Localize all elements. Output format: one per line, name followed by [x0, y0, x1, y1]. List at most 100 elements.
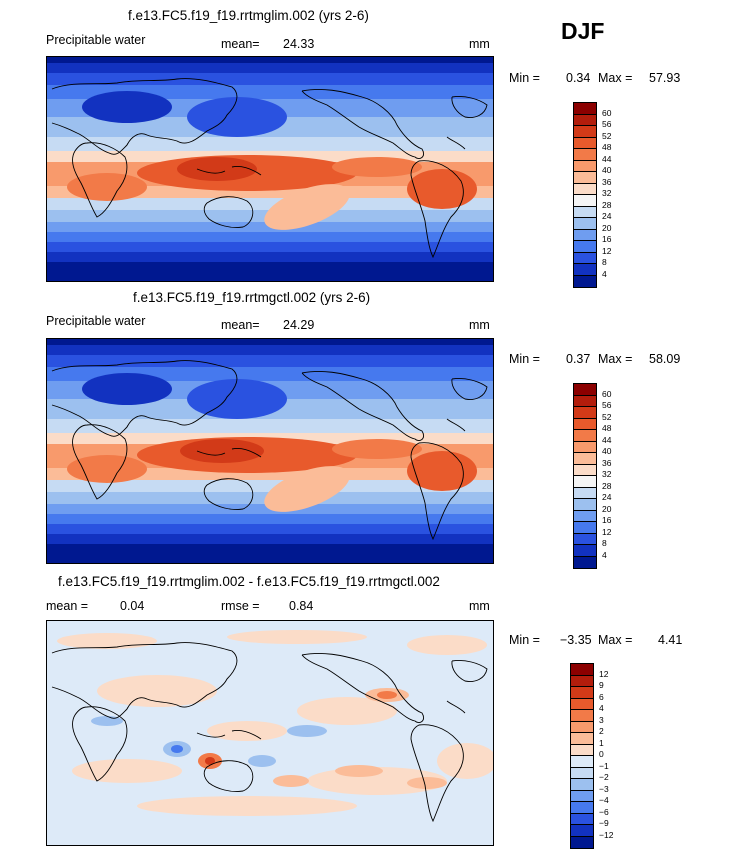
colorbar-box: [571, 744, 593, 756]
colorbar-box: [574, 229, 596, 241]
colorbar-box: [571, 721, 593, 733]
colorbar-label: 48: [602, 423, 612, 433]
colorbar-label: 32: [602, 469, 612, 479]
colorbar-box: [571, 710, 593, 722]
colorbar-box: [574, 487, 596, 499]
panel-middle-title: f.e13.FC5.f19_f19.rrtmgctl.002 (yrs 2-6): [133, 290, 371, 305]
season-label: DJF: [561, 18, 605, 44]
colorbar-label: 52: [602, 130, 612, 141]
colorbar-label: 44: [602, 434, 612, 445]
colorbar-label: 6: [599, 691, 604, 702]
colorbar-label: 4: [599, 703, 604, 713]
panel-bottom-min-value: −3.35: [560, 633, 592, 647]
colorbar-box: [571, 825, 593, 837]
colorbar-label: 12: [602, 526, 612, 537]
colorbar-label: 3: [599, 714, 604, 725]
colorbar-label: 8: [602, 257, 607, 267]
panel-bottom-rmse-value: 0.84: [289, 599, 314, 613]
panel-bottom-max-value: 4.41: [658, 633, 683, 647]
panel-middle-map-svg: [47, 339, 493, 563]
panel-bottom-mean-label: mean =: [46, 599, 89, 613]
colorbar-box: [571, 698, 593, 710]
panel-top-title: f.e13.FC5.f19_f19.rrtmglim.002 (yrs 2-6): [128, 8, 369, 23]
panel-top-map: [46, 56, 494, 282]
panel-middle-variable: Precipitable water: [46, 314, 146, 328]
colorbar-label: −6: [599, 806, 609, 817]
colorbar-label: 4: [602, 549, 607, 560]
colorbar-label: 36: [602, 176, 612, 187]
panel-middle-max-label: Max =: [598, 352, 633, 366]
colorbar-label: 48: [602, 142, 612, 152]
colorbar-label: 36: [602, 457, 612, 468]
panel-top-colorbar: [573, 102, 597, 288]
colorbar-box: [574, 264, 596, 276]
colorbar-box: [571, 687, 593, 699]
colorbar-box: [574, 218, 596, 230]
colorbar-label: 56: [602, 119, 612, 129]
colorbar-label: 52: [602, 411, 612, 422]
colorbar-box: [571, 779, 593, 791]
colorbar-box: [574, 195, 596, 207]
colorbar-box: [574, 252, 596, 264]
panel-top-max-value: 57.93: [649, 71, 681, 85]
colorbar-label: 4: [602, 268, 607, 279]
panel-top-min-label: Min =: [509, 71, 540, 85]
colorbar-box: [574, 441, 596, 453]
panel-bottom-units: mm: [469, 599, 490, 613]
colorbar-label: −3: [599, 783, 609, 794]
panel-middle-min-label: Min =: [509, 352, 540, 366]
colorbar-box: [571, 733, 593, 745]
panel-top-map-svg: [47, 57, 493, 281]
colorbar-box: [571, 802, 593, 814]
colorbar-box: [574, 464, 596, 476]
colorbar-label: 1: [599, 737, 604, 748]
colorbar-box: [571, 790, 593, 802]
panel-bottom-colorbar: [570, 663, 594, 849]
colorbar-label: −1: [599, 760, 609, 771]
colorbar-label: 32: [602, 188, 612, 198]
colorbar-box: [574, 430, 596, 442]
panel-top-units: mm: [469, 37, 490, 51]
colorbar-label: −4: [599, 795, 609, 805]
panel-middle-min-value: 0.37: [566, 352, 591, 366]
colorbar-box: [574, 160, 596, 172]
colorbar-label: 60: [602, 107, 612, 118]
colorbar-label: 60: [602, 388, 612, 399]
colorbar-label: 44: [602, 153, 612, 164]
panel-middle-map: [46, 338, 494, 564]
colorbar-box: [574, 476, 596, 488]
colorbar-box: [574, 556, 596, 568]
colorbar-label: 40: [602, 446, 612, 456]
colorbar-box: [571, 836, 593, 848]
panel-top-mean-label: mean=: [221, 37, 260, 51]
colorbar-label: 2: [599, 726, 604, 736]
colorbar-box: [574, 149, 596, 161]
colorbar-box: [574, 522, 596, 534]
colorbar-box: [574, 499, 596, 511]
panel-middle-mean-value: 24.29: [283, 318, 315, 332]
colorbar-box: [574, 384, 596, 396]
colorbar-label: −2: [599, 772, 609, 782]
panel-bottom-mean-value: 0.04: [120, 599, 145, 613]
panel-middle-units: mm: [469, 318, 490, 332]
colorbar-label: 24: [602, 211, 612, 221]
colorbar-label: −9: [599, 818, 609, 828]
panel-middle-mean-label: mean=: [221, 318, 260, 332]
panel-top-variable: Precipitable water: [46, 33, 146, 47]
colorbar-label: 16: [602, 234, 612, 244]
colorbar-label: 12: [602, 245, 612, 256]
colorbar-label: 12: [599, 668, 609, 679]
colorbar-box: [574, 510, 596, 522]
colorbar-box: [574, 275, 596, 287]
colorbar-box: [574, 395, 596, 407]
colorbar-box: [571, 664, 593, 676]
colorbar-box: [574, 241, 596, 253]
panel-bottom-map-svg: [47, 621, 493, 845]
colorbar-label: 28: [602, 199, 612, 210]
colorbar-box: [574, 183, 596, 195]
panel-middle-colorbar: [573, 383, 597, 569]
colorbar-box: [574, 206, 596, 218]
colorbar-box: [574, 407, 596, 419]
colorbar-label: 40: [602, 165, 612, 175]
colorbar-label: 16: [602, 515, 612, 525]
